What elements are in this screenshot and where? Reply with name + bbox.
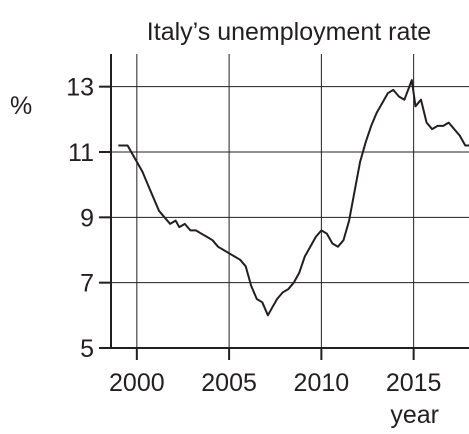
- x-tick-label: 2005: [201, 369, 257, 397]
- y-tick-label: 9: [80, 204, 94, 232]
- x-tick-label: 2000: [109, 369, 165, 397]
- y-axis-label: %: [10, 92, 32, 120]
- y-tick-label: 11: [68, 139, 94, 167]
- chart-title: Italy’s unemployment rate: [147, 18, 431, 46]
- y-tick-label: 13: [66, 74, 94, 102]
- series-layer: [118, 79, 469, 317]
- tick-labels: 5 7 9 11 13 2000 2005 2010 2015: [66, 74, 441, 397]
- x-axis-label: year: [390, 401, 439, 429]
- x-tick-label: 2015: [386, 369, 442, 397]
- y-tick-label: 5: [80, 335, 94, 363]
- axes: [99, 54, 469, 360]
- x-tick-label: 2010: [294, 369, 350, 397]
- series-line: [118, 79, 469, 317]
- gridlines: [111, 54, 469, 348]
- y-tick-label: 7: [80, 270, 94, 298]
